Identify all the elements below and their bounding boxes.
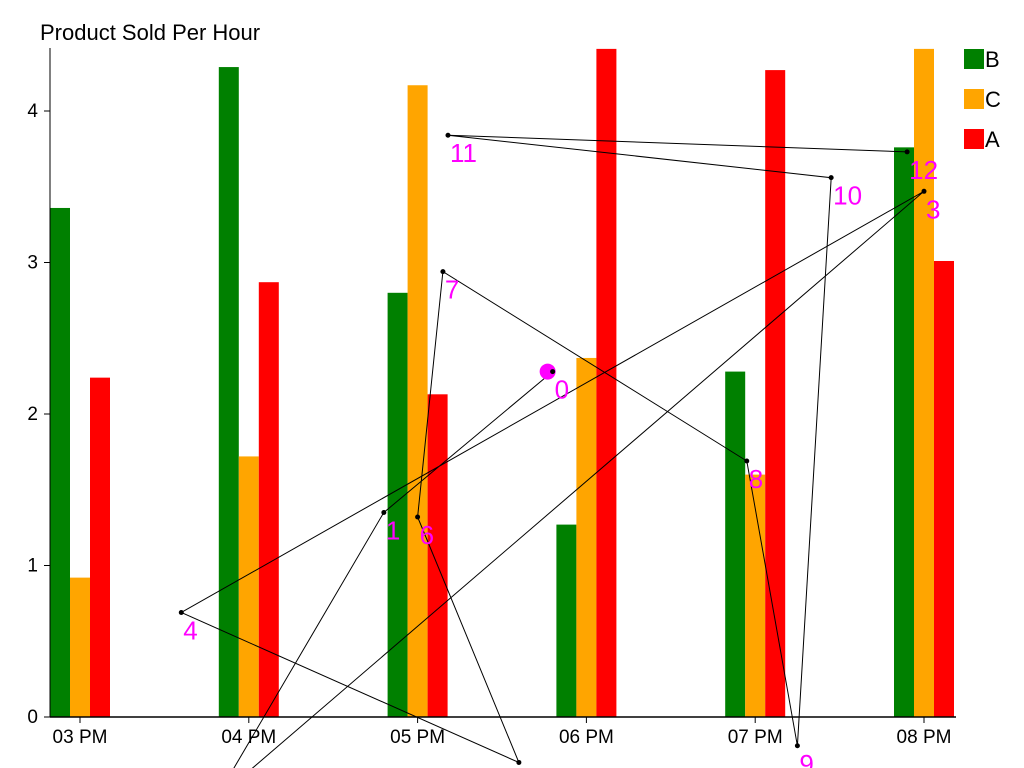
y-tick-label: 2 [27,404,38,425]
chart-title: Product Sold Per Hour [40,20,260,45]
y-tick-label: 1 [27,556,38,577]
x-tick-label: 07 PM [728,727,783,748]
overlay-point-label: 8 [749,464,763,494]
y-ticks-group: 0 1 2 3 4 [27,101,50,728]
overlay-point [828,175,834,181]
bar-A-5 [934,260,954,717]
overlay-point-label: 1 [386,515,400,545]
overlay-point-label: 6 [420,520,434,550]
bar-A-0 [90,377,110,717]
bar-C-2 [407,85,428,718]
overlay-point-label: 0 [555,375,569,405]
overlay-path-group: 0123456789101112 [178,132,940,768]
bar-C-3 [576,357,597,717]
overlay-path-line [180,134,925,768]
overlay-point-label: 11 [450,138,477,168]
y-tick-label: 0 [27,707,38,728]
x-tick-label: 04 PM [221,727,276,748]
overlay-point [178,609,184,615]
legend: BCA [964,47,1001,152]
bar-B-3 [556,524,577,717]
legend-swatch-C [964,89,984,109]
bar-B-0 [50,207,70,717]
bar-C-0 [70,577,90,717]
overlay-point [550,369,556,375]
bar-C-5 [914,48,934,717]
y-tick-label: 4 [27,101,38,122]
legend-swatch-B [964,49,984,69]
y-tick-label: 3 [27,253,38,274]
overlay-point [921,188,927,194]
overlay-point-label: 9 [799,749,813,768]
overlay-point-label: 7 [445,275,459,305]
overlay-point [445,132,451,138]
overlay-point [904,149,910,155]
overlay-point [381,509,387,515]
x-tick-label: 03 PM [53,727,108,748]
bar-B-2 [387,292,408,717]
bar-B-5 [894,147,914,718]
overlay-point [440,269,446,275]
bar-C-1 [238,456,259,717]
overlay-point-label: 10 [833,181,862,211]
bar-A-2 [427,394,448,717]
bar-A-3 [596,48,617,717]
overlay-point-label: 4 [183,615,197,645]
x-tick-label: 08 PM [897,727,952,748]
overlay-point [744,458,750,464]
legend-swatch-A [964,129,984,149]
overlay-start-marker [539,363,556,380]
bars-group [50,48,954,718]
overlay-point-label: 5 [521,765,535,768]
legend-label-C: C [985,87,1001,112]
bar-B-1 [218,67,239,717]
overlay-point-label: 12 [909,155,938,185]
overlay-point [516,759,522,765]
x-tick-label: 05 PM [390,727,445,748]
legend-label-B: B [985,47,1000,72]
axes-group [49,48,956,718]
overlay-point [794,743,800,749]
x-ticks-group: 03 PM 04 PM 05 PM 06 PM 07 PM 08 PM [53,717,952,748]
bar-B-4 [725,371,746,717]
x-tick-label: 06 PM [559,727,614,748]
legend-label-A: A [985,127,1000,152]
overlay-point [415,514,421,520]
bar-A-1 [258,282,279,717]
bar-A-4 [765,70,786,718]
overlay-point-label: 3 [926,194,940,224]
